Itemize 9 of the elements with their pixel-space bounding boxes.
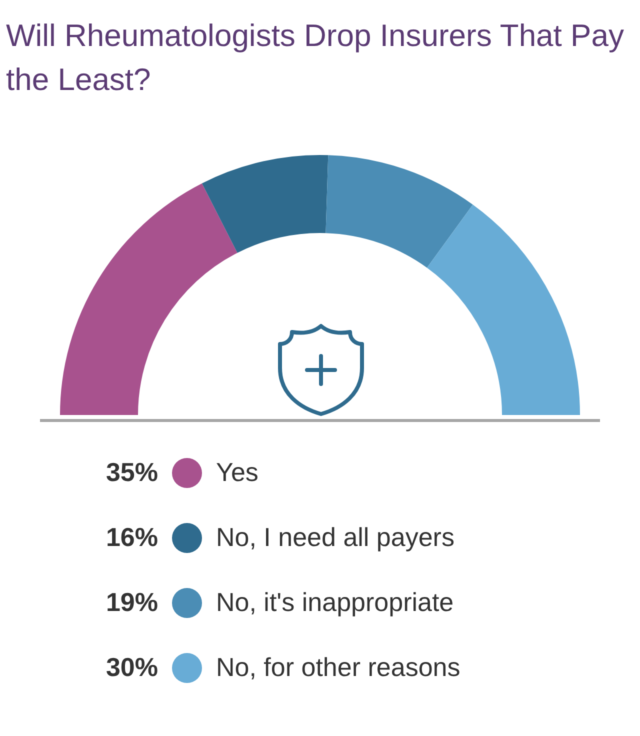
data-label: 16% — [104, 522, 158, 553]
data-label: 30% — [104, 652, 158, 683]
chart-title: Will Rheumatologists Drop Insurers That Pay the Least? — [6, 17, 625, 99]
data-label: 19% — [104, 587, 158, 618]
legend-label: No, for other reasons — [216, 652, 460, 683]
legend-label: No, it's inappropriate — [216, 587, 454, 618]
legend-label: No, I need all payers — [216, 522, 454, 553]
data-label: 35% — [104, 457, 158, 488]
legend-label: Yes — [216, 457, 258, 488]
